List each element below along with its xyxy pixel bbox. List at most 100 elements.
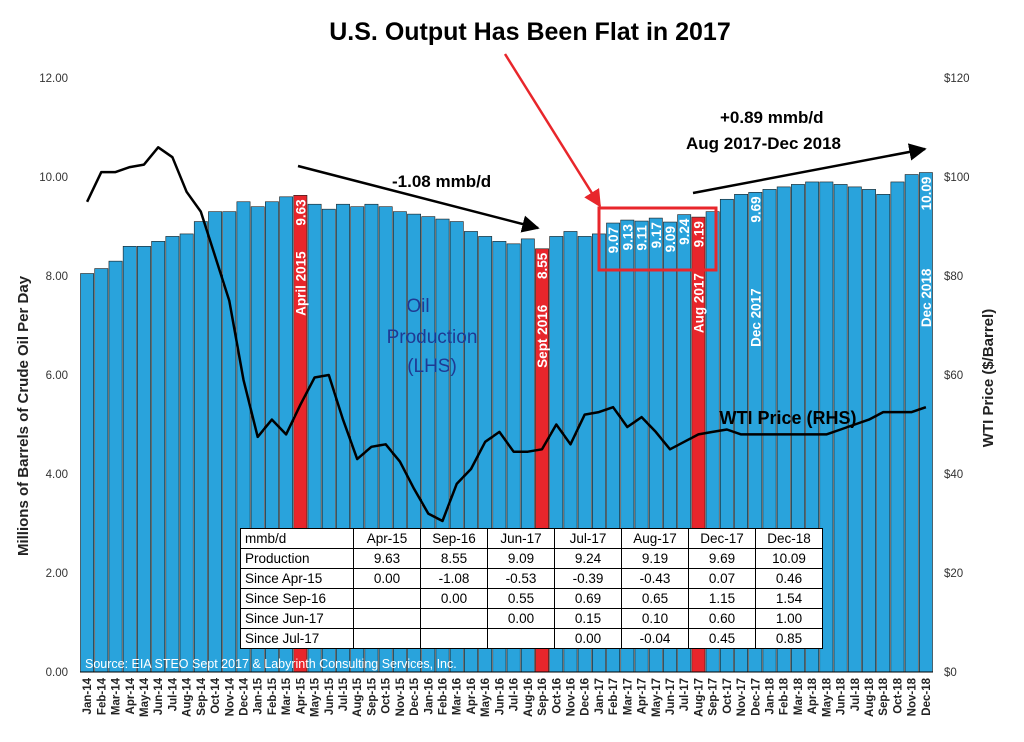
table-cell: 9.19 — [621, 548, 689, 569]
x-tick-label: May-16 — [480, 678, 492, 717]
x-tick-label: Feb-14 — [96, 677, 108, 715]
table-cell: 0.45 — [688, 628, 756, 649]
production-bar — [918, 172, 933, 673]
x-tick-label: Nov-18 — [907, 677, 919, 716]
bar-value-label: 9.24 — [677, 218, 692, 245]
source-note: Source: EIA STEO Sept 2017 & Labyrinth C… — [85, 657, 457, 671]
x-tick-label: Jun-14 — [153, 677, 165, 715]
x-tick-label: Apr-16 — [466, 678, 478, 714]
x-tick-label: Jul-14 — [167, 677, 179, 711]
y-tick-label: 2.00 — [46, 568, 68, 580]
table-header-cell: Apr-15 — [353, 528, 421, 549]
table-header-cell: Dec-18 — [755, 528, 823, 549]
x-tick-label: Jun-15 — [324, 677, 336, 715]
x-tick-label: Apr-14 — [125, 677, 137, 714]
table-row: Since Apr-15 0.00 -1.08 -0.53 -0.39 -0.43 0.07… — [240, 568, 823, 589]
bar-value-label: 9.17 — [649, 222, 664, 248]
decline-annotation: -1.08 mmb/d — [392, 172, 492, 191]
table-cell: 8.55 — [420, 548, 488, 569]
table-cell: 9.09 — [487, 548, 555, 569]
table-row: Since Sep-16 0.00 0.55 0.69 0.65 1.15 1.54 — [240, 588, 823, 609]
table-cell: 0.00 — [420, 588, 488, 609]
table-cell: -0.53 — [487, 568, 555, 589]
table-cell: 0.00 — [487, 608, 555, 629]
chart-title: U.S. Output Has Been Flat in 2017 — [329, 18, 731, 46]
x-tick-label: Mar-18 — [793, 677, 805, 715]
y-tick-label: 12.00 — [39, 73, 68, 85]
table-cell — [353, 628, 421, 649]
table-header-cell: mmb/d — [240, 528, 354, 549]
x-tick-label: Sep-17 — [708, 678, 720, 716]
bar-value-label: 9.69 — [748, 196, 763, 222]
x-tick-label: Mar-14 — [111, 677, 123, 715]
production-bar — [165, 236, 180, 673]
bar-value-label: 9.09 — [663, 226, 678, 252]
y2-tick-label: $100 — [944, 172, 970, 184]
x-tick-label: May-14 — [139, 677, 151, 717]
x-tick-label: Aug-14 — [182, 677, 194, 717]
x-tick-label: Apr-18 — [807, 677, 819, 714]
table-cell: Since Jun-17 — [240, 608, 354, 629]
table-cell: -0.43 — [621, 568, 689, 589]
highlight-date-label: Sept 2016 — [535, 304, 550, 368]
x-tick-label: Nov-14 — [224, 677, 236, 716]
table-cell: Since Jul-17 — [240, 628, 354, 649]
y2-tick-label: $60 — [944, 370, 963, 382]
x-tick-label: Dec-18 — [921, 677, 933, 715]
production-bar — [193, 221, 208, 673]
table-header-cell: Aug-17 — [621, 528, 689, 549]
x-tick-label: May-18 — [821, 677, 833, 717]
y2-tick-label: $80 — [944, 271, 963, 283]
production-bar — [179, 233, 194, 673]
left-axis-ticks: 0.00 2.00 4.00 6.00 8.00 10.00 12.00 — [39, 73, 68, 679]
bar-value-labels: 9.63 April 2015 8.55 Sept 2016 9.19 Aug 2017 9… — [293, 177, 934, 368]
x-tick-label: Aug-17 — [693, 678, 705, 717]
table-cell: 9.63 — [353, 548, 421, 569]
x-tick-label: Nov-17 — [736, 678, 748, 716]
x-tick-label: Aug-16 — [523, 678, 535, 717]
table-body: Production 9.63 8.55 9.09 9.24 9.19 9.69 10.09 S… — [240, 548, 823, 649]
wti-price-line — [85, 146, 927, 523]
x-tick-label: Oct-15 — [381, 677, 393, 713]
table-header-cell: Jun-17 — [487, 528, 555, 549]
table-row: Production 9.63 8.55 9.09 9.24 9.19 9.69 10.09 — [240, 548, 823, 569]
x-tick-label: Jul-18 — [850, 677, 862, 711]
x-tick-label: Aug-18 — [864, 677, 876, 717]
decline-arrow — [297, 164, 540, 233]
x-tick-label: Jan-14 — [82, 677, 94, 714]
highlight-date-label: April 2015 — [293, 251, 308, 316]
table-cell: 0.10 — [621, 608, 689, 629]
x-tick-label: Sep-14 — [196, 677, 208, 715]
table-cell: 9.69 — [688, 548, 756, 569]
y2-tick-label: $40 — [944, 469, 963, 481]
x-tick-label: Dec-15 — [409, 677, 421, 715]
table-cell: 0.15 — [554, 608, 622, 629]
table-cell — [353, 608, 421, 629]
growth-annotation-2: Aug 2017-Dec 2018 — [686, 134, 841, 153]
table-cell: 1.54 — [755, 588, 823, 609]
table-cell: 0.00 — [554, 628, 622, 649]
production-label-3: (LHS) — [407, 356, 457, 377]
summary-table: mmb/d Apr-15 Sep-16 Jun-17 Jul-17 Aug-17 Dec-1… — [240, 528, 823, 649]
bar-value-label: 9.11 — [635, 225, 650, 251]
production-bar — [222, 211, 237, 673]
x-tick-label: Apr-15 — [295, 677, 307, 714]
y-axis-label: Millions of Barrels of Crude Oil Per Day — [15, 275, 32, 556]
table-cell: -0.04 — [621, 628, 689, 649]
bar-date-label: Dec 2018 — [919, 268, 934, 327]
y2-tick-label: $120 — [944, 73, 970, 85]
production-bar — [847, 186, 862, 673]
bar-value-label: 10.09 — [919, 177, 934, 211]
x-tick-label: Jul-17 — [679, 678, 691, 711]
highlight-box-2017 — [597, 206, 718, 272]
highlight-date-label: Aug 2017 — [691, 273, 706, 333]
table-cell: -1.08 — [420, 568, 488, 589]
table-cell: 1.15 — [688, 588, 756, 609]
x-tick-label: Feb-17 — [608, 678, 620, 715]
production-bar — [108, 260, 123, 673]
x-tick-label: Mar-16 — [452, 678, 464, 715]
production-bar — [94, 268, 109, 673]
x-tick-label: Jun-17 — [665, 678, 677, 715]
table-cell: 0.60 — [688, 608, 756, 629]
x-tick-label: Feb-16 — [438, 678, 450, 715]
